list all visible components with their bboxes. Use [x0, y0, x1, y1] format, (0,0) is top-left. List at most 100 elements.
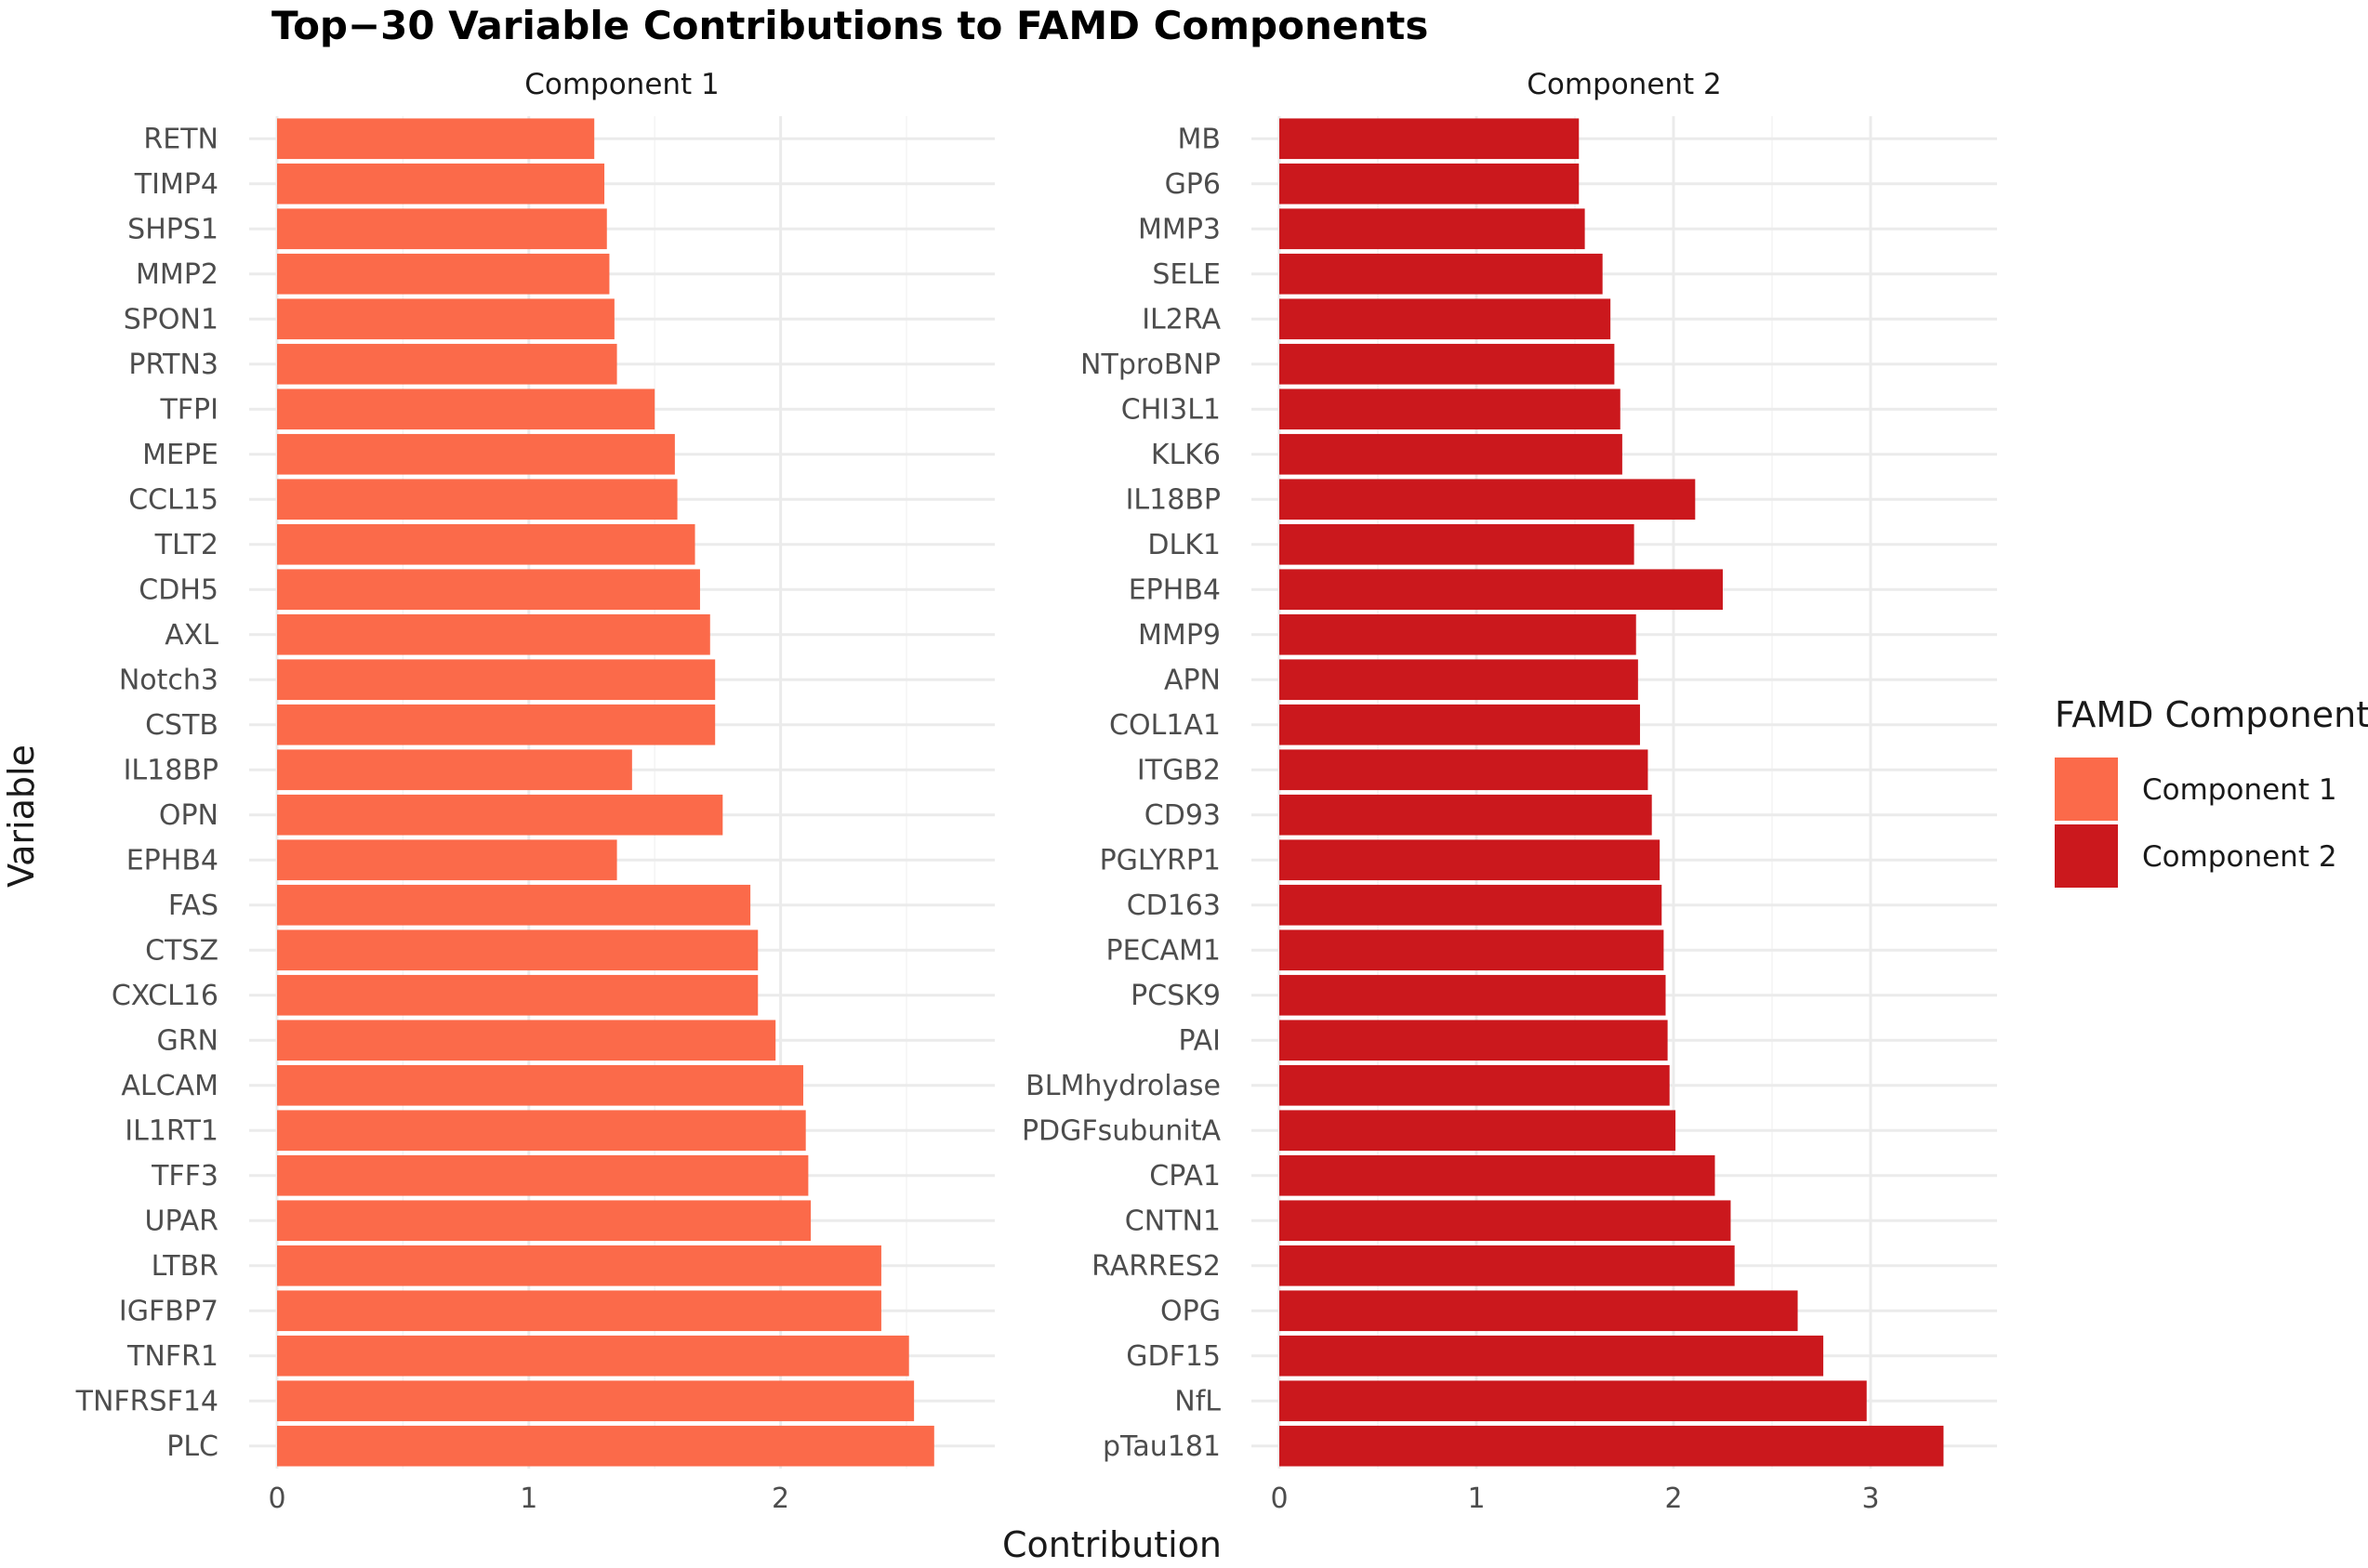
bar-sele — [1279, 253, 1603, 295]
y-tick-label: TFPI — [159, 393, 218, 426]
y-tick-label: CTSZ — [145, 934, 218, 967]
y-tick-label: IL18BP — [124, 754, 218, 786]
y-tick-label: LTBR — [152, 1250, 218, 1283]
bar-tlt2 — [277, 523, 695, 565]
bar-klk6 — [1279, 433, 1622, 475]
y-tick-label: SPON1 — [124, 303, 218, 336]
y-tick-label: CSTB — [145, 709, 218, 742]
bar-il18bp — [1279, 479, 1696, 520]
y-tick-label: TIMP4 — [134, 168, 218, 201]
bar-itgb2 — [1279, 749, 1648, 791]
facet-title: Component 1 — [524, 68, 720, 101]
y-tick-label: TLT2 — [154, 529, 218, 561]
y-tick-label: NfL — [1174, 1385, 1221, 1417]
legend-label-component-2: Component 2 — [2142, 840, 2337, 874]
bar-il1rt1 — [277, 1110, 806, 1152]
legend: FAMD Component Component 1 Component 2 — [2055, 694, 2368, 888]
y-tick-label: RARRES2 — [1091, 1250, 1221, 1283]
y-tick-label: EPHB4 — [1129, 573, 1221, 606]
y-tick-label: PECAM1 — [1106, 934, 1222, 967]
bar-dlk1 — [1279, 523, 1634, 565]
x-tick-label: 0 — [1270, 1482, 1288, 1515]
legend-label-component-1: Component 1 — [2142, 773, 2337, 807]
bar-rarres2 — [1279, 1245, 1735, 1286]
x-tick-label: 2 — [772, 1482, 789, 1515]
bar-mmp9 — [1279, 613, 1636, 655]
bar-pcsk9 — [1279, 974, 1666, 1016]
bar-prtn3 — [277, 343, 617, 385]
y-tick-label: UPAR — [145, 1205, 219, 1237]
bar-pecam1 — [1279, 929, 1664, 971]
bar-blmhydrolase — [1279, 1064, 1670, 1106]
bar-ephb4 — [1279, 569, 1723, 611]
bar-opg — [1279, 1290, 1798, 1332]
y-tick-label: MMP3 — [1138, 213, 1221, 245]
bar-pglyrp1 — [1279, 839, 1660, 881]
y-tick-label: IL18BP — [1126, 483, 1221, 516]
bar-igfbp7 — [277, 1290, 881, 1332]
legend-key-component-2 — [2055, 824, 2118, 888]
bar-opn — [277, 794, 723, 836]
bar-tff3 — [277, 1154, 809, 1196]
y-tick-label: DLK1 — [1147, 529, 1221, 561]
y-tick-label: PLC — [166, 1430, 218, 1463]
bar-tnfrsf14 — [277, 1380, 915, 1422]
bar-tnfr1 — [277, 1335, 909, 1377]
plot-area: Component 1 RETN TIMP4 SHPS1 MMP2 SPON1 PRTN3 T… — [75, 68, 1997, 1515]
y-tick-label: PDGFsubunitA — [1022, 1114, 1222, 1147]
bar-retn — [277, 118, 595, 160]
bar-pdgfsubunita — [1279, 1110, 1676, 1152]
x-tick-label: 2 — [1664, 1482, 1682, 1515]
y-tick-label: AXL — [165, 619, 218, 652]
bar-il18bp — [277, 749, 632, 791]
chart-title: Top−30 Variable Contributions to FAMD Co… — [271, 3, 1428, 48]
bar-ptau181 — [1279, 1425, 1944, 1467]
bar-cstb — [277, 704, 716, 745]
bar-col1a1 — [1279, 704, 1640, 745]
y-axis-title: Variable — [1, 744, 42, 888]
bar-upar — [277, 1200, 812, 1242]
y-tick-label: OPG — [1160, 1295, 1221, 1327]
y-tick-label: NTproBNP — [1080, 349, 1221, 381]
y-tick-label: PRTN3 — [128, 349, 218, 381]
bar-tfpi — [277, 389, 655, 430]
bar-ccl15 — [277, 479, 678, 520]
bar-cd93 — [1279, 794, 1652, 836]
bar-mmp3 — [1279, 208, 1585, 250]
facet-component-2: Component 2 MB GP6 MMP3 SELE IL2RA NTproBNP CHI… — [1022, 68, 1997, 1515]
y-tick-label: PCSK9 — [1131, 980, 1221, 1012]
y-tick-label: ALCAM — [121, 1070, 218, 1102]
bar-chi3l1 — [1279, 389, 1621, 430]
bar-ephb4 — [277, 839, 617, 881]
bar-pai — [1279, 1020, 1668, 1061]
y-tick-label: TNFR1 — [126, 1340, 218, 1373]
bar-mmp2 — [277, 253, 610, 295]
x-axis-title: Contribution — [1002, 1524, 1222, 1565]
bar-gdf15 — [1279, 1335, 1824, 1377]
y-tick-label: PAI — [1178, 1024, 1221, 1057]
bar-ltbr — [277, 1245, 881, 1286]
y-tick-label: CXCL16 — [112, 980, 218, 1012]
bar-plc — [277, 1425, 934, 1467]
bar-mepe — [277, 433, 675, 475]
bar-gp6 — [1279, 163, 1580, 204]
y-tick-label: CD163 — [1127, 889, 1221, 922]
bar-ctsz — [277, 929, 759, 971]
y-tick-label: IL1RT1 — [125, 1114, 218, 1147]
y-tick-label: APN — [1164, 664, 1221, 696]
legend-title: FAMD Component — [2055, 694, 2368, 735]
bar-ntprobnp — [1279, 343, 1615, 385]
y-tick-label: EPHB4 — [126, 844, 218, 876]
y-tick-label: PGLYRP1 — [1100, 844, 1221, 876]
bar-alcam — [277, 1064, 803, 1106]
y-tick-label: MMP9 — [1138, 619, 1221, 652]
y-tick-label: MMP2 — [136, 258, 218, 291]
facet-component-1: Component 1 RETN TIMP4 SHPS1 MMP2 SPON1 PRTN3 T… — [75, 68, 995, 1515]
x-tick-label: 1 — [1467, 1482, 1485, 1515]
y-tick-label: pTau181 — [1103, 1430, 1221, 1463]
y-tick-label: SELE — [1152, 258, 1221, 291]
bar-fas — [277, 884, 751, 926]
x-tick-label: 1 — [520, 1482, 537, 1515]
y-tick-label: CNTN1 — [1125, 1205, 1221, 1237]
bar-spon1 — [277, 298, 615, 340]
